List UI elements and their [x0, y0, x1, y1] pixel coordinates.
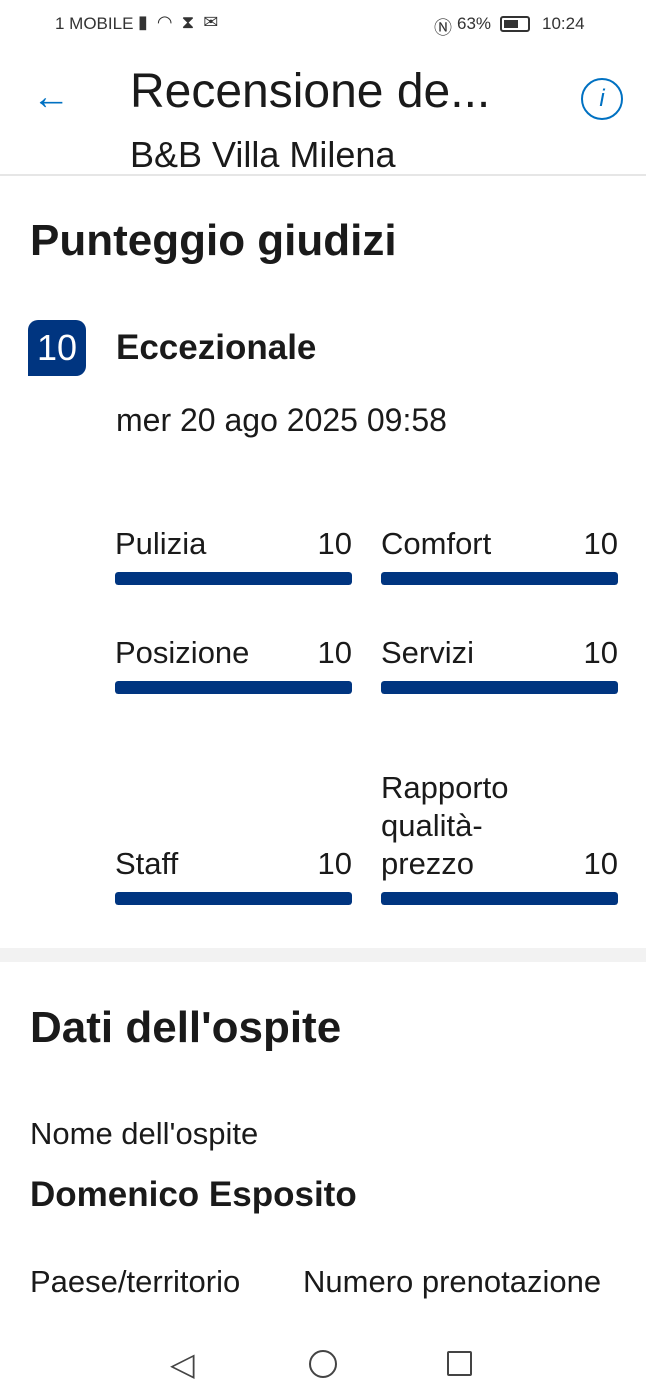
- category-label: Servizi: [381, 635, 475, 670]
- category-score: Servizi 10: [381, 494, 618, 694]
- battery-icon: [500, 16, 530, 32]
- nfc-icon: Ⓝ: [434, 18, 452, 38]
- score-bar: [115, 572, 352, 585]
- category-value: 10: [317, 846, 352, 881]
- nav-back-icon[interactable]: ◁: [170, 1346, 195, 1382]
- country-label: Paese/territorio: [30, 1264, 241, 1299]
- back-arrow-icon[interactable]: ←: [32, 76, 70, 118]
- score-bar-fill: [115, 572, 352, 585]
- score-bar: [381, 892, 618, 905]
- guest-name: Domenico Esposito: [30, 1175, 357, 1214]
- category-value: 10: [317, 526, 352, 561]
- booking-number-label: Numero prenotazione: [303, 1264, 602, 1299]
- score-bar-fill: [381, 892, 618, 905]
- carrier-label: 1 MOBILE: [55, 14, 134, 33]
- score-bar: [115, 681, 352, 694]
- status-icons: ▮ ◠ ⧗ ✉: [138, 12, 221, 32]
- category-score: Posizione 10: [115, 494, 352, 694]
- battery-percent: 63%: [457, 14, 492, 33]
- category-score: Pulizia 10: [115, 385, 352, 585]
- header-divider: [0, 174, 646, 176]
- nav-home-icon[interactable]: [309, 1350, 337, 1378]
- info-icon[interactable]: i: [581, 78, 623, 120]
- guest-title: Dati dell'ospite: [30, 1003, 342, 1052]
- category-value: 10: [583, 635, 618, 670]
- page-title: Recensione de...: [130, 65, 491, 118]
- category-label: Posizione: [115, 635, 250, 670]
- score-bar-fill: [381, 572, 618, 585]
- score-label: Eccezionale: [116, 328, 317, 367]
- property-name: B&B Villa Milena: [130, 134, 396, 175]
- category-value: 10: [583, 526, 618, 561]
- category-label: Staff: [115, 846, 179, 881]
- nav-recents-icon[interactable]: [447, 1351, 472, 1376]
- score-bar: [381, 572, 618, 585]
- category-value: 10: [317, 635, 352, 670]
- category-score: Rapporto qualità-prezzo 10: [381, 705, 618, 905]
- guest-name-label: Nome dell'ospite: [30, 1116, 259, 1151]
- category-value: 10: [583, 846, 618, 881]
- score-bar-fill: [115, 681, 352, 694]
- score-bar: [115, 892, 352, 905]
- category-label: Comfort: [381, 526, 492, 561]
- clock: 10:24: [542, 14, 585, 33]
- score-bar-fill: [381, 681, 618, 694]
- category-label: Rapporto qualità-prezzo: [381, 770, 509, 881]
- category-label: Pulizia: [115, 526, 207, 561]
- scores-title: Punteggio giudizi: [30, 216, 397, 265]
- category-score: Staff 10: [115, 705, 352, 905]
- score-bar-fill: [115, 892, 352, 905]
- review-date: mer 20 ago 2025 09:58: [116, 402, 447, 438]
- score-badge: 10: [28, 320, 86, 376]
- category-score: Comfort 10: [381, 385, 618, 585]
- score-bar: [381, 681, 618, 694]
- section-separator: [0, 948, 646, 962]
